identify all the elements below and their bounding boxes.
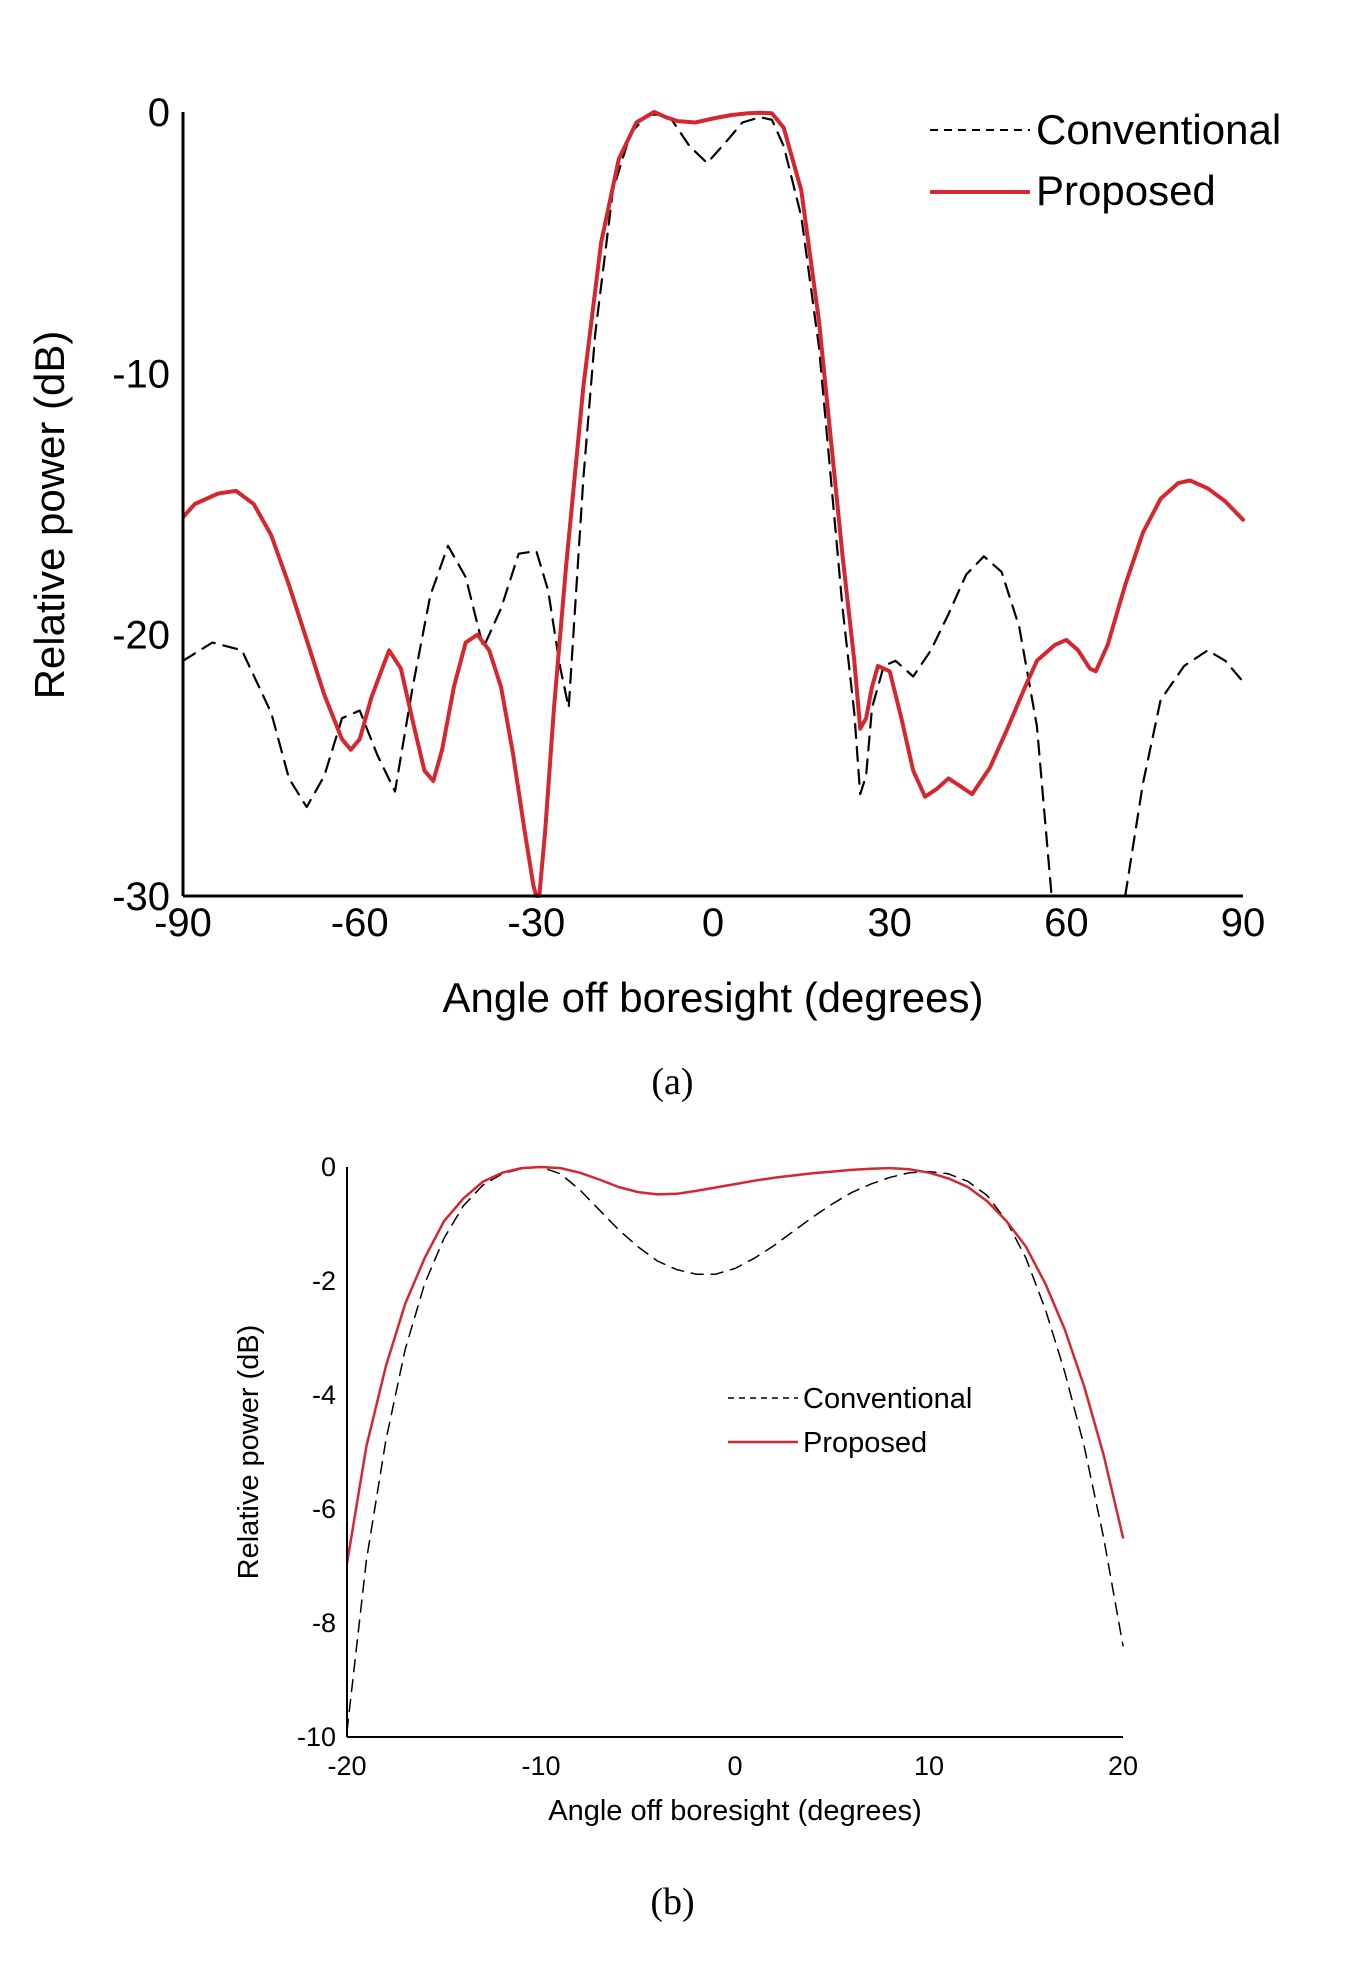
chart-a-legend: Conventional Proposed: [930, 106, 1281, 214]
chart-a-x-tick-label: 0: [702, 901, 724, 945]
chart-b-y-tick-label: -10: [297, 1722, 336, 1752]
chart-b-y-axis-title: Relative power (dB): [233, 1325, 265, 1580]
chart-a-y-tick-label: 0: [148, 91, 170, 135]
chart-b-x-tick-label: 10: [914, 1751, 944, 1781]
chart-a: -90 -60 -30 0 30 60 90 0 -10 -20 -30 Angle off bor…: [26, 91, 1281, 1021]
chart-a-y-axis-title: Relative power (dB): [26, 331, 73, 700]
chart-b-y-tick-label: -4: [312, 1380, 336, 1410]
chart-a-ticks: -90 -60 -30 0 30 60 90 0 -10 -20 -30: [112, 91, 1265, 945]
chart-b: -20 -10 0 10 200-2-4-6-8-10 Angle off boresi…: [233, 1152, 1138, 1827]
chart-a-series-conventional: [183, 113, 1245, 898]
chart-b-legend-label-proposed: Proposed: [803, 1427, 927, 1459]
chart-a-x-tick-label: -90: [154, 901, 212, 945]
chart-a-y-tick-label: -20: [112, 614, 170, 658]
chart-a-x-tick-label: 60: [1044, 901, 1089, 945]
chart-a-y-tick-label: -10: [112, 352, 170, 396]
caption-a: (a): [651, 1061, 694, 1103]
chart-a-series-proposed: [183, 110, 1245, 898]
chart-a-lines: [183, 110, 1245, 898]
chart-a-x-tick-label: 90: [1221, 901, 1266, 945]
chart-b-y-tick-label: -6: [312, 1494, 336, 1524]
chart-b-y-tick-label: -2: [312, 1266, 336, 1296]
chart-b-series-proposed: [347, 1165, 1125, 1565]
chart-a-legend-label-proposed: Proposed: [1036, 167, 1216, 214]
chart-a-y-tick-label: -30: [112, 875, 170, 919]
chart-b-x-tick-label: 20: [1108, 1751, 1138, 1781]
chart-a-x-tick-label: -60: [331, 901, 389, 945]
chart-b-legend: Conventional Proposed: [728, 1383, 972, 1459]
chart-b-x-tick-label: -20: [327, 1751, 366, 1781]
chart-a-legend-label-conventional: Conventional: [1036, 106, 1281, 153]
chart-b-y-tick-label: -8: [312, 1608, 336, 1638]
chart-b-x-tick-label: 0: [727, 1751, 742, 1781]
chart-b-ticks: -20 -10 0 10 200-2-4-6-8-10: [297, 1152, 1138, 1781]
chart-a-x-tick-label: -30: [507, 901, 565, 945]
chart-a-x-tick-label: 30: [867, 901, 912, 945]
chart-b-legend-label-conventional: Conventional: [803, 1383, 972, 1415]
caption-b: (b): [650, 1881, 695, 1923]
chart-b-series-conventional: [347, 1166, 1124, 1733]
chart-b-x-axis-title: Angle off boresight (degrees): [548, 1795, 921, 1827]
chart-b-x-tick-label: -10: [521, 1751, 560, 1781]
chart-b-lines: [347, 1165, 1125, 1733]
chart-b-y-tick-label: 0: [321, 1152, 336, 1182]
chart-a-x-axis-title: Angle off boresight (degrees): [443, 974, 984, 1021]
